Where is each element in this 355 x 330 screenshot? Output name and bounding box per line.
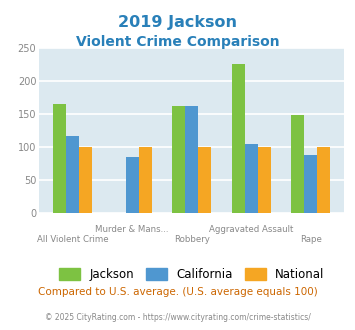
Text: Aggravated Assault: Aggravated Assault	[209, 225, 294, 234]
Text: All Violent Crime: All Violent Crime	[37, 235, 108, 244]
Text: Rape: Rape	[300, 235, 322, 244]
Bar	[172, 106, 185, 213]
Bar	[258, 147, 271, 213]
Text: Compared to U.S. average. (U.S. average equals 100): Compared to U.S. average. (U.S. average …	[38, 287, 317, 297]
Legend: Jackson, California, National: Jackson, California, National	[59, 268, 325, 281]
Text: Murder & Mans...: Murder & Mans...	[95, 225, 169, 234]
Text: © 2025 CityRating.com - https://www.cityrating.com/crime-statistics/: © 2025 CityRating.com - https://www.city…	[45, 313, 310, 322]
Bar	[291, 115, 304, 213]
Bar	[304, 155, 317, 213]
Text: Robbery: Robbery	[174, 235, 210, 244]
Bar	[79, 147, 92, 213]
Bar	[231, 64, 245, 213]
Bar	[245, 144, 258, 213]
Bar	[126, 157, 139, 213]
Bar	[317, 147, 331, 213]
Bar	[53, 104, 66, 213]
Text: 2019 Jackson: 2019 Jackson	[118, 15, 237, 30]
Bar	[198, 147, 211, 213]
Text: Violent Crime Comparison: Violent Crime Comparison	[76, 35, 279, 49]
Bar	[185, 106, 198, 213]
Bar	[66, 136, 79, 213]
Bar	[139, 147, 152, 213]
